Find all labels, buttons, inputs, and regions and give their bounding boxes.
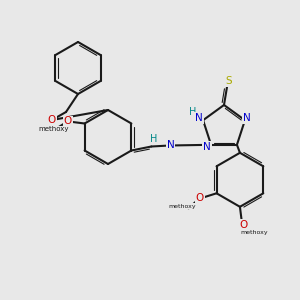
Text: H: H: [150, 134, 157, 143]
Text: methoxy: methoxy: [240, 230, 268, 235]
Text: methoxy: methoxy: [38, 127, 69, 133]
Text: O: O: [240, 220, 248, 230]
Text: O: O: [195, 193, 204, 203]
Text: O: O: [48, 115, 56, 125]
Text: N: N: [203, 142, 211, 152]
Text: O: O: [64, 116, 72, 127]
Text: methoxy: methoxy: [169, 204, 196, 209]
Text: N: N: [243, 113, 251, 123]
Text: H: H: [189, 107, 197, 117]
Text: N: N: [167, 140, 174, 151]
Text: S: S: [226, 76, 232, 86]
Text: N: N: [195, 113, 203, 123]
